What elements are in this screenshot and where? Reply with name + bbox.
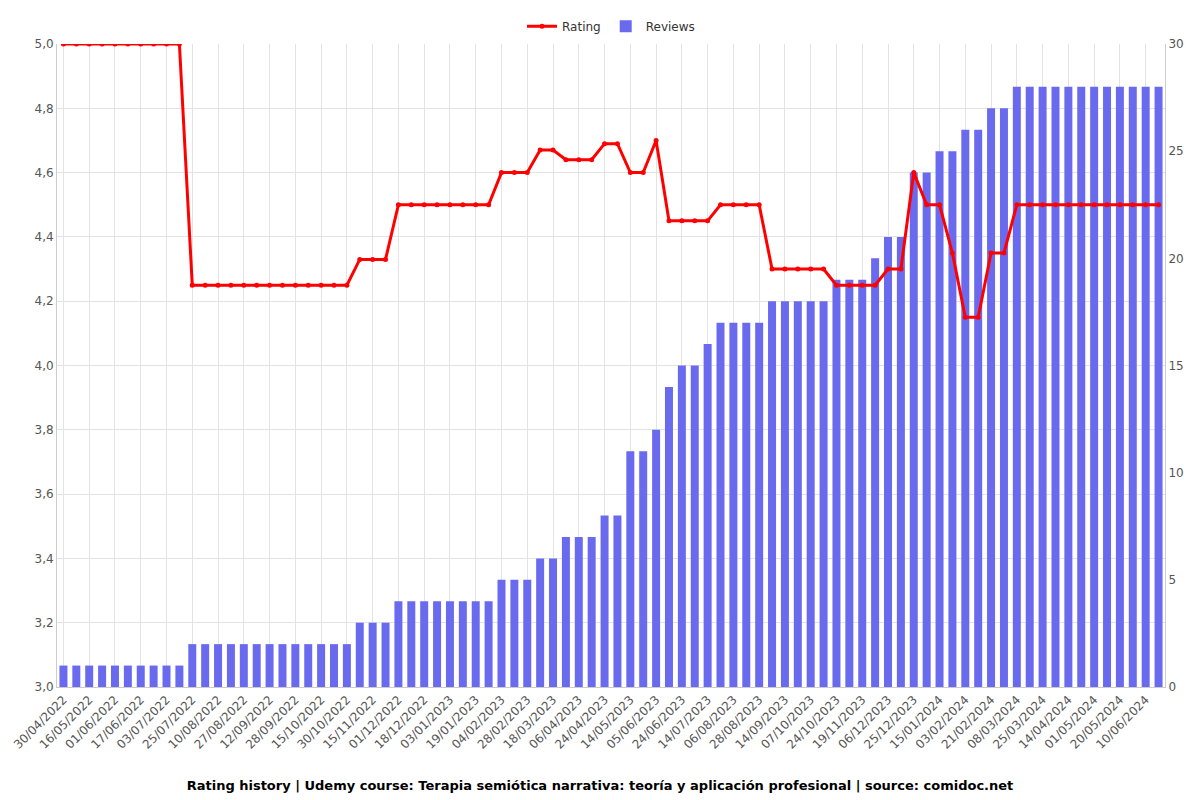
svg-text:4,8: 4,8 bbox=[35, 102, 54, 116]
svg-text:08/03/2024: 08/03/2024 bbox=[964, 693, 1023, 752]
svg-text:21/02/2024: 21/02/2024 bbox=[939, 693, 998, 752]
svg-text:30/10/2022: 30/10/2022 bbox=[294, 693, 353, 752]
svg-text:07/10/2023: 07/10/2023 bbox=[758, 693, 817, 752]
svg-text:25/03/2024: 25/03/2024 bbox=[990, 693, 1049, 752]
svg-text:06/04/2023: 06/04/2023 bbox=[526, 693, 585, 752]
svg-text:5: 5 bbox=[1168, 573, 1176, 587]
svg-text:27/08/2022: 27/08/2022 bbox=[191, 693, 250, 752]
svg-text:3,0: 3,0 bbox=[35, 680, 54, 694]
svg-text:3,8: 3,8 bbox=[35, 423, 54, 437]
svg-text:28/09/2022: 28/09/2022 bbox=[243, 693, 302, 752]
svg-text:17/06/2022: 17/06/2022 bbox=[88, 693, 147, 752]
svg-text:14/07/2023: 14/07/2023 bbox=[655, 693, 714, 752]
svg-text:06/12/2023: 06/12/2023 bbox=[836, 693, 895, 752]
svg-text:28/02/2023: 28/02/2023 bbox=[475, 693, 534, 752]
svg-text:4,2: 4,2 bbox=[35, 294, 54, 308]
svg-text:4,4: 4,4 bbox=[35, 230, 54, 244]
svg-text:3,6: 3,6 bbox=[35, 487, 54, 501]
svg-text:Reviews: Reviews bbox=[646, 20, 695, 34]
svg-text:10/08/2022: 10/08/2022 bbox=[166, 693, 225, 752]
svg-text:05/06/2023: 05/06/2023 bbox=[604, 693, 663, 752]
svg-text:03/02/2024: 03/02/2024 bbox=[913, 693, 972, 752]
svg-text:24/06/2023: 24/06/2023 bbox=[629, 693, 688, 752]
svg-text:15/10/2022: 15/10/2022 bbox=[269, 693, 328, 752]
svg-text:01/06/2022: 01/06/2022 bbox=[63, 693, 122, 752]
svg-text:06/08/2023: 06/08/2023 bbox=[681, 693, 740, 752]
svg-text:30/04/2022: 30/04/2022 bbox=[11, 693, 70, 752]
svg-text:25: 25 bbox=[1168, 144, 1183, 158]
svg-text:18/03/2023: 18/03/2023 bbox=[501, 693, 560, 752]
svg-text:24/04/2023: 24/04/2023 bbox=[552, 693, 611, 752]
svg-text:25/12/2023: 25/12/2023 bbox=[861, 693, 920, 752]
svg-text:04/02/2023: 04/02/2023 bbox=[449, 693, 508, 752]
svg-text:Rating: Rating bbox=[562, 20, 601, 34]
svg-text:15/01/2024: 15/01/2024 bbox=[887, 693, 946, 752]
svg-text:0: 0 bbox=[1168, 680, 1176, 694]
svg-text:14/05/2023: 14/05/2023 bbox=[578, 693, 637, 752]
svg-text:5,0: 5,0 bbox=[35, 37, 54, 51]
svg-text:15/11/2022: 15/11/2022 bbox=[320, 693, 379, 752]
svg-text:25/07/2022: 25/07/2022 bbox=[140, 693, 199, 752]
svg-text:3,2: 3,2 bbox=[35, 616, 54, 630]
svg-text:3,4: 3,4 bbox=[35, 552, 54, 566]
svg-text:24/10/2023: 24/10/2023 bbox=[784, 693, 843, 752]
svg-text:01/05/2024: 01/05/2024 bbox=[1042, 693, 1101, 752]
svg-text:03/01/2023: 03/01/2023 bbox=[398, 693, 457, 752]
svg-text:14/04/2024: 14/04/2024 bbox=[1016, 693, 1075, 752]
svg-text:19/11/2023: 19/11/2023 bbox=[810, 693, 869, 752]
svg-text:10: 10 bbox=[1168, 466, 1183, 480]
svg-text:10/06/2024: 10/06/2024 bbox=[1093, 693, 1152, 752]
svg-text:20/05/2024: 20/05/2024 bbox=[1067, 693, 1126, 752]
svg-text:19/01/2023: 19/01/2023 bbox=[423, 693, 482, 752]
svg-text:28/08/2023: 28/08/2023 bbox=[707, 693, 766, 752]
svg-text:15: 15 bbox=[1168, 359, 1183, 373]
svg-text:01/12/2022: 01/12/2022 bbox=[346, 693, 405, 752]
svg-text:03/07/2022: 03/07/2022 bbox=[114, 693, 173, 752]
svg-text:16/05/2022: 16/05/2022 bbox=[37, 693, 96, 752]
svg-text:18/12/2022: 18/12/2022 bbox=[372, 693, 431, 752]
svg-text:30: 30 bbox=[1168, 37, 1183, 51]
svg-text:14/09/2023: 14/09/2023 bbox=[732, 693, 791, 752]
svg-text:20: 20 bbox=[1168, 252, 1183, 266]
svg-text:4,0: 4,0 bbox=[35, 359, 54, 373]
svg-text:12/09/2022: 12/09/2022 bbox=[217, 693, 276, 752]
svg-text:Rating history | Udemy course:: Rating history | Udemy course: Terapia s… bbox=[187, 778, 1014, 793]
svg-text:4,6: 4,6 bbox=[35, 166, 54, 180]
